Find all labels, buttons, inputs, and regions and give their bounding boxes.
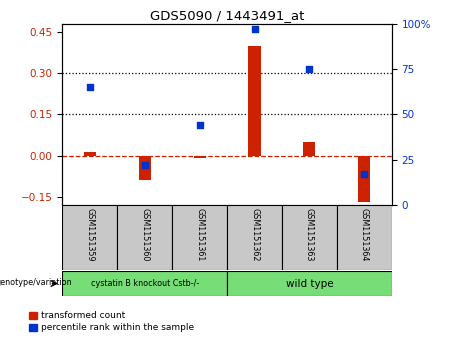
Legend: transformed count, percentile rank within the sample: transformed count, percentile rank withi…	[28, 309, 196, 334]
Title: GDS5090 / 1443491_at: GDS5090 / 1443491_at	[150, 9, 304, 23]
Bar	[303, 142, 315, 156]
Bar	[194, 156, 206, 158]
Text: genotype/variation: genotype/variation	[0, 278, 72, 287]
Bar	[227, 205, 282, 270]
Bar	[227, 271, 392, 296]
Point	[141, 162, 148, 168]
Point	[361, 171, 368, 177]
Bar	[62, 205, 117, 270]
Text: GSM1151362: GSM1151362	[250, 208, 259, 262]
Bar	[282, 205, 337, 270]
Text: GSM1151364: GSM1151364	[360, 208, 369, 262]
Point	[86, 84, 94, 90]
Bar	[172, 205, 227, 270]
Point	[196, 122, 203, 128]
Bar	[358, 156, 371, 202]
Text: GSM1151363: GSM1151363	[305, 208, 314, 262]
Bar	[248, 46, 260, 156]
Point	[306, 66, 313, 72]
Bar	[117, 205, 172, 270]
Text: GSM1151360: GSM1151360	[140, 208, 149, 262]
Bar	[139, 156, 151, 180]
Bar	[337, 205, 392, 270]
Bar	[83, 152, 96, 156]
Text: GSM1151361: GSM1151361	[195, 208, 204, 262]
Text: GSM1151359: GSM1151359	[85, 208, 94, 262]
Text: wild type: wild type	[286, 278, 333, 289]
Bar	[62, 271, 227, 296]
Text: cystatin B knockout Cstb-/-: cystatin B knockout Cstb-/-	[90, 279, 199, 288]
Point	[251, 26, 258, 32]
